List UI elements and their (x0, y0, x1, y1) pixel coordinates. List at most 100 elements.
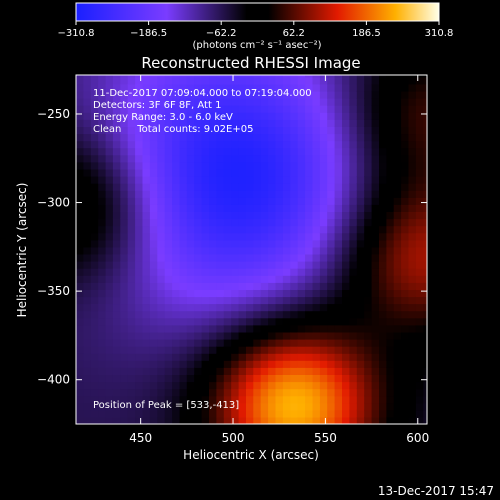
heatmap-cell (112, 105, 121, 113)
heatmap-cell (76, 75, 84, 78)
heatmap-cell (356, 317, 365, 326)
heatmap-cell (216, 388, 225, 397)
heatmap-cell (164, 239, 173, 248)
heatmap-cell (186, 183, 195, 191)
heatmap-cell (334, 190, 343, 198)
heatmap-cell (98, 83, 107, 92)
heatmap-cell (290, 261, 299, 269)
heatmap-cell (223, 119, 232, 127)
heatmap-cell (246, 303, 254, 312)
heatmap-cell (76, 346, 84, 354)
heatmap-cell (349, 225, 358, 234)
heatmap-cell (83, 310, 92, 319)
heatmap-cell (186, 176, 195, 184)
heatmap-cell (172, 409, 181, 418)
heatmap-cell (238, 126, 247, 135)
heatmap-cell (290, 346, 299, 354)
heatmap-cell (76, 126, 84, 135)
heatmap-cell (393, 90, 402, 99)
heatmap-cell (371, 83, 380, 92)
heatmap-cell (364, 253, 373, 262)
heatmap-cell (112, 317, 121, 326)
heatmap-cell (379, 388, 387, 397)
heatmap-cell (349, 367, 358, 375)
heatmap-cell (282, 176, 291, 184)
heatmap-cell (157, 339, 166, 347)
heatmap-cell (282, 147, 291, 156)
heatmap-cell (246, 105, 254, 113)
heatmap-cell (135, 268, 144, 276)
heatmap-cell (90, 353, 99, 361)
heatmap-cell (379, 402, 387, 411)
heatmap-cell (172, 416, 181, 424)
heatmap-cell (127, 289, 136, 298)
heatmap-cell (149, 83, 158, 92)
heatmap-cell (327, 168, 336, 177)
heatmap-cell (179, 126, 188, 135)
heatmap-cell (179, 367, 188, 375)
heatmap-cell (90, 310, 99, 319)
heatmap-cell (260, 218, 269, 227)
heatmap-cell (157, 176, 166, 184)
heatmap-cell (105, 317, 114, 326)
colorbar-ticks: −310.8 −186.5 −62.2 62.2 186.5 310.8 (57, 21, 453, 39)
heatmap-cell (349, 331, 358, 340)
heatmap-cell (297, 360, 306, 368)
heatmap-cell (297, 83, 306, 92)
heatmap-cell (371, 388, 380, 397)
heatmap-cell (105, 90, 114, 99)
heatmap-cell (246, 98, 254, 106)
heatmap-cell (364, 360, 373, 368)
footer-date: 13-Dec-2017 15:47 (378, 484, 494, 498)
heatmap-cell (342, 310, 350, 319)
heatmap-cell (164, 317, 173, 326)
heatmap-cell (364, 218, 373, 227)
heatmap-cell (142, 353, 151, 361)
heatmap-cell (186, 402, 195, 411)
heatmap-cell (305, 331, 314, 340)
heatmap-cell (379, 133, 387, 142)
heatmap-cell (223, 353, 232, 361)
heatmap-cell (179, 353, 188, 361)
heatmap-cell (238, 225, 247, 234)
heatmap-cell (112, 388, 121, 397)
heatmap-cell (112, 183, 121, 191)
heatmap-cell (164, 232, 173, 241)
heatmap-cell (401, 176, 410, 184)
heatmap-cell (135, 154, 144, 163)
heatmap-cell (83, 76, 92, 85)
heatmap-cell (231, 416, 240, 424)
heatmap-cell (172, 204, 181, 212)
heatmap-cell (209, 353, 217, 361)
heatmap-cell (364, 197, 373, 205)
heatmap-cell (305, 409, 314, 418)
heatmap-cell (379, 161, 387, 170)
heatmap-cell (120, 218, 129, 227)
heatmap-cell (201, 402, 210, 411)
heatmap-cell (127, 218, 136, 227)
heatmap-cell (112, 360, 121, 368)
heatmap-cell (260, 388, 269, 397)
heatmap-cell (393, 98, 402, 106)
heatmap-cell (90, 232, 99, 241)
heatmap-cell (83, 126, 92, 135)
heatmap-cell (112, 353, 121, 361)
heatmap-cell (408, 90, 417, 99)
heatmap-cell (401, 140, 410, 149)
heatmap-cell (127, 303, 136, 312)
heatmap-cell (120, 268, 129, 276)
heatmap-cell (83, 346, 92, 354)
heatmap-cell (83, 75, 92, 78)
heatmap-cell (194, 416, 203, 424)
heatmap-cell (142, 168, 151, 177)
heatmap-cell (135, 239, 144, 248)
heatmap-cell (423, 176, 427, 184)
heatmap-cell (312, 303, 321, 312)
heatmap-cell (142, 416, 151, 424)
heatmap-cell (408, 232, 417, 241)
heatmap-cell (246, 381, 254, 390)
heatmap-cell (349, 310, 358, 319)
heatmap-cell (282, 204, 291, 212)
heatmap-cell (216, 161, 225, 170)
heatmap-cell (342, 90, 350, 99)
